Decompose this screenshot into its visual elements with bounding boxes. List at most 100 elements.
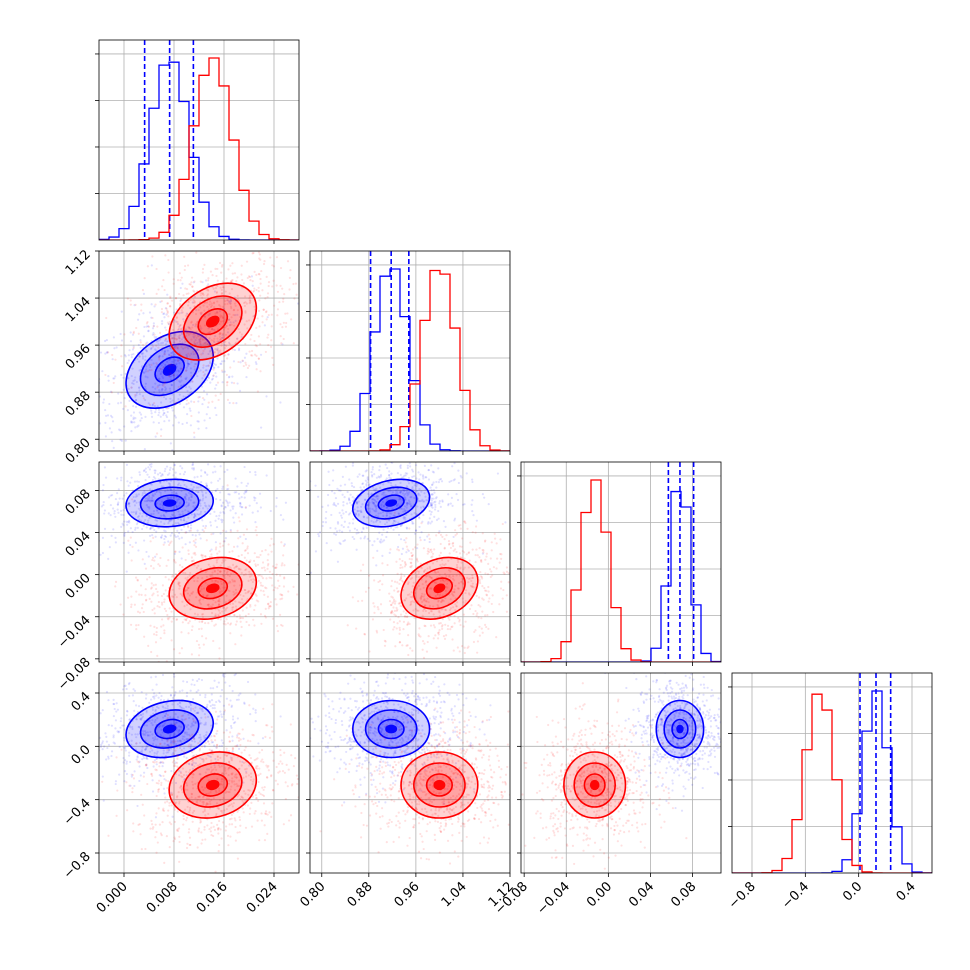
scatter-point [236,276,239,279]
scatter-point [170,337,173,340]
scatter-point [267,313,270,317]
scatter-point [204,733,208,737]
scatter-point [233,272,237,275]
scatter-point [249,603,252,607]
scatter-point [437,600,440,603]
scatter-point [141,527,144,531]
scatter-point [227,543,230,546]
scatter-point [511,552,513,554]
scatter-point [206,293,210,296]
scatter-point [130,511,133,514]
scatter-point [203,309,206,312]
scatter-point [249,299,252,302]
scatter-point [233,566,236,570]
scatter-point [140,365,144,368]
scatter-point [222,673,225,676]
scatter-point [212,366,215,369]
scatter-point [191,767,194,770]
scatter-point [133,480,137,483]
scatter-point [146,734,150,737]
scatter-point [415,586,419,589]
scatter-point [366,452,368,454]
scatter-point [469,577,472,580]
scatter-point [209,300,212,303]
scatter-point [442,519,446,523]
scatter-point [201,377,204,380]
scatter-point [134,576,138,579]
scatter-point [409,603,412,607]
scatter-point [127,377,130,380]
scatter-point [460,580,464,583]
scatter-point [185,292,188,295]
panel-1-0 [76,250,300,484]
scatter-point [180,519,183,522]
scatter-point [130,773,133,776]
scatter-point [436,631,440,635]
scatter-point [76,482,78,484]
scatter-point [357,500,360,503]
scatter-point [281,300,285,303]
scatter-point [366,476,369,479]
scatter-point [468,593,471,596]
scatter-point [115,346,118,349]
scatter-point [158,471,162,475]
scatter-point [421,592,424,595]
scatter-point [476,651,479,654]
scatter-point [152,536,155,539]
scatter-point [360,530,364,533]
scatter-point [485,594,489,597]
scatter-point [229,305,233,308]
scatter-point [422,505,425,508]
scatter-point [151,526,154,529]
scatter-point [423,492,426,495]
scatter-point [221,606,225,609]
scatter-point [382,504,385,508]
scatter-point [158,383,161,387]
scatter-point [170,770,173,773]
scatter-point [181,621,184,624]
scatter-point [141,603,144,606]
scatter-point [182,714,185,717]
scatter-point [416,667,418,669]
scatter-point [390,610,393,613]
scatter-point [470,579,473,583]
scatter-point [483,540,487,543]
scatter-point [398,641,401,644]
scatter-point [244,506,247,509]
scatter-point [406,502,409,505]
scatter-point [335,530,339,533]
scatter-point [94,545,96,547]
scatter-point [200,353,203,356]
scatter-point [377,475,380,478]
scatter-point [386,506,389,509]
scatter-point [342,539,345,543]
scatter-point [92,417,94,419]
scatter-point [148,527,152,531]
scatter-point [125,760,128,763]
scatter-point [234,600,237,603]
scatter-point [138,725,141,728]
scatter-point [205,482,208,485]
scatter-point [188,541,191,544]
scatter-point [279,715,282,718]
scatter-point [90,345,92,347]
scatter-point [185,774,188,777]
scatter-point [215,290,219,294]
scatter-point [245,352,248,355]
scatter-point [136,425,139,428]
scatter-point [194,343,197,346]
scatter-point [368,501,371,504]
scatter-point [456,646,459,649]
scatter-point [219,305,222,308]
scatter-point [191,380,194,383]
scatter-point [226,484,229,487]
scatter-point [226,573,229,576]
scatter-point [155,633,158,637]
scatter-point [357,513,360,516]
scatter-point [433,501,436,504]
scatter-point [329,526,332,530]
scatter-point [174,721,178,724]
scatter-point [214,541,217,544]
scatter-point [275,624,279,627]
